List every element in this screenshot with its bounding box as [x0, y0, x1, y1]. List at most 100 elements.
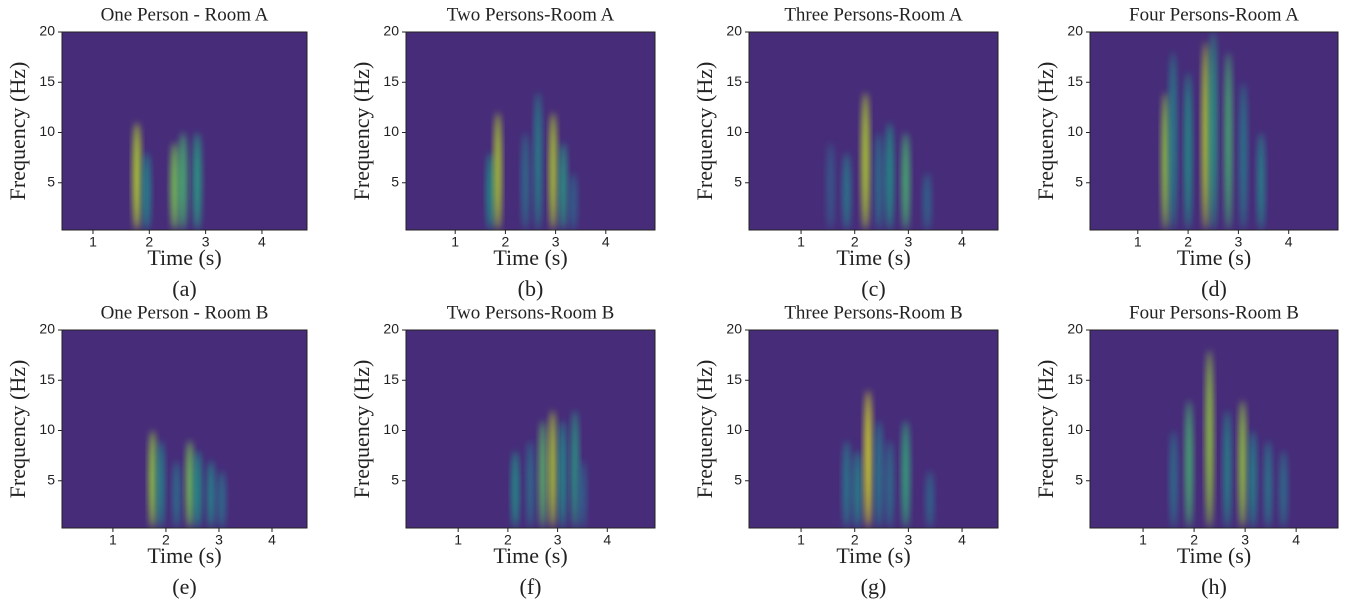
y-tick-label: 5: [1075, 471, 1083, 487]
x-tick-label: 1: [797, 234, 805, 250]
panel-caption: (d): [1201, 276, 1227, 301]
y-tick-label: 20: [39, 23, 55, 39]
panel-title: Two Persons-Room A: [447, 4, 615, 25]
y-tick-label: 15: [726, 371, 742, 387]
energy-burst: [526, 440, 534, 528]
y-tick-label: 5: [47, 471, 55, 487]
energy-burst: [1239, 82, 1247, 230]
y-tick-label: 20: [1067, 321, 1083, 337]
x-axis-label: Time (s): [1177, 543, 1251, 568]
x-tick-label: 2: [145, 234, 153, 250]
plot-area: [405, 31, 656, 231]
x-axis-label: Time (s): [493, 245, 567, 270]
x-tick-label: 3: [904, 532, 912, 548]
x-tick-label: 2: [502, 234, 510, 250]
energy-burst: [1169, 52, 1177, 230]
x-tick-label: 4: [602, 234, 610, 250]
x-tick-label: 1: [109, 532, 117, 548]
x-tick-label: 1: [89, 234, 97, 250]
energy-burst: [842, 152, 851, 230]
y-tick-label: 10: [383, 123, 399, 139]
y-tick-label: 10: [383, 421, 399, 437]
energy-burst: [569, 172, 577, 230]
energy-burst: [559, 142, 567, 230]
x-axis-label: Time (s): [147, 245, 221, 270]
y-tick-label: 10: [726, 421, 742, 437]
panel-caption: (c): [861, 276, 885, 301]
y-tick-label: 15: [39, 73, 55, 89]
y-tick-label: 20: [726, 321, 742, 337]
y-tick-label: 20: [726, 23, 742, 39]
panel-title: Four Persons-Room A: [1129, 4, 1299, 25]
energy-burst: [193, 132, 202, 230]
y-axis-label: Frequency (Hz): [1033, 360, 1058, 499]
energy-burst: [172, 460, 181, 528]
x-tick-label: 2: [162, 532, 170, 548]
y-tick-label: 5: [391, 471, 399, 487]
y-tick-label: 20: [1067, 23, 1083, 39]
y-tick-label: 10: [39, 123, 55, 139]
energy-burst: [170, 142, 179, 230]
y-axis-label: Frequency (Hz): [5, 62, 30, 201]
y-tick-label: 15: [383, 371, 399, 387]
energy-burst: [1249, 430, 1257, 528]
energy-burst: [1264, 440, 1272, 528]
y-tick-label: 5: [1075, 173, 1083, 189]
x-tick-label: 3: [202, 234, 210, 250]
spectrogram-layer: [132, 122, 202, 230]
spectrogram-layer: [826, 92, 931, 230]
spectrogram-layer: [1170, 350, 1287, 528]
energy-burst: [549, 112, 557, 230]
energy-burst: [534, 92, 542, 230]
spectrogram-layer: [1161, 32, 1265, 230]
y-axis-label: Frequency (Hz): [1033, 62, 1058, 201]
plot-area: [61, 329, 308, 529]
energy-burst: [194, 450, 202, 528]
energy-burst: [1224, 52, 1232, 230]
energy-burst: [1202, 42, 1210, 230]
y-tick-label: 10: [1067, 123, 1083, 139]
energy-burst: [142, 152, 151, 230]
x-tick-label: 4: [603, 532, 611, 548]
panel-title: One Person - Room B: [101, 302, 269, 323]
y-tick-label: 15: [383, 73, 399, 89]
x-tick-label: 4: [1292, 532, 1300, 548]
energy-burst: [875, 420, 883, 528]
y-tick-label: 20: [383, 23, 399, 39]
y-tick-label: 20: [39, 321, 55, 337]
energy-burst: [901, 132, 910, 230]
energy-burst: [539, 420, 547, 528]
x-tick-label: 2: [851, 532, 859, 548]
panel-title: Four Persons-Room B: [1129, 302, 1299, 323]
energy-burst: [1184, 72, 1192, 230]
panel-title: One Person - Room A: [101, 4, 269, 25]
plot-area: [748, 31, 999, 231]
energy-burst: [1161, 92, 1169, 230]
panel-caption: (g): [861, 574, 887, 599]
x-axis-label: Time (s): [836, 245, 910, 270]
y-tick-label: 20: [383, 321, 399, 337]
energy-burst: [842, 440, 851, 528]
y-axis-label: Frequency (Hz): [5, 360, 30, 499]
y-tick-label: 15: [726, 73, 742, 89]
x-axis-label: Time (s): [147, 543, 221, 568]
plot-area: [1089, 329, 1339, 529]
x-tick-label: 3: [904, 234, 912, 250]
y-axis-label: Frequency (Hz): [349, 62, 374, 201]
x-tick-label: 3: [1234, 234, 1242, 250]
energy-burst: [1279, 450, 1287, 528]
x-tick-label: 1: [1134, 234, 1142, 250]
energy-burst: [571, 410, 579, 528]
y-tick-label: 15: [1067, 73, 1083, 89]
x-tick-label: 4: [1285, 234, 1293, 250]
x-tick-label: 3: [1241, 532, 1249, 548]
y-tick-label: 10: [1067, 421, 1083, 437]
x-tick-label: 4: [958, 234, 966, 250]
x-tick-label: 2: [1190, 532, 1198, 548]
energy-burst: [559, 420, 567, 528]
energy-burst: [1209, 32, 1217, 230]
energy-burst: [875, 132, 883, 230]
y-tick-label: 5: [391, 173, 399, 189]
panel-caption: (b): [518, 276, 544, 301]
